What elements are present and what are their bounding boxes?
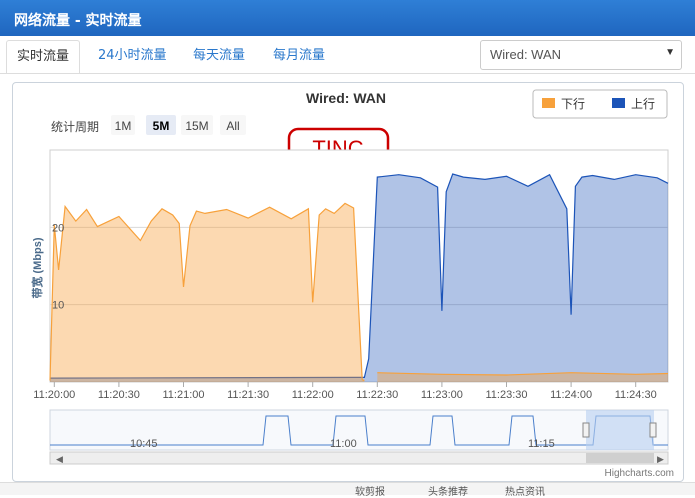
tab-24h[interactable]: 24小时流量 <box>98 48 167 63</box>
download-series-line <box>49 202 365 382</box>
legend-swatch-download <box>542 98 555 108</box>
range-button-5m-label: 5M <box>153 119 170 133</box>
range-button-5m[interactable]: 5M <box>146 115 176 135</box>
download-series-tail-fill <box>377 372 668 382</box>
footer-strip: 软剪报 头条推荐 热点资讯 <box>0 482 695 498</box>
navigator-handle-left[interactable] <box>582 422 590 438</box>
x-axis-ticks: 11:20:00 11:20:30 11:21:00 11:21:30 11:22:00… <box>33 382 657 401</box>
x-tick-label-4: 11:22:00 <box>292 389 334 401</box>
navigator-selection[interactable] <box>586 410 654 450</box>
footer-item-2[interactable]: 热点资讯 <box>505 487 545 498</box>
x-tick-label-0: 11:20:00 <box>33 389 75 401</box>
tab-bar: 实时流量 24小时流量 每天流量 每月流量 <box>0 36 695 74</box>
legend-swatch-upload <box>612 98 625 108</box>
y-tick-label-1: 20 <box>52 222 64 234</box>
traffic-chart: Wired: WAN 下行 上行 统计周期 1M 5M 15M All TINC… <box>30 89 674 479</box>
interface-select-value: Wired: WAN <box>490 47 562 62</box>
download-series-fill <box>50 203 365 382</box>
plot-area <box>49 149 669 383</box>
navigator-handle-right[interactable] <box>649 422 657 438</box>
tab-realtime[interactable]: 实时流量 <box>6 40 80 74</box>
scroll-left-arrow-icon[interactable]: ◀ <box>56 454 63 464</box>
x-tick-label-8: 11:24:00 <box>550 389 592 401</box>
navigator-tick-1: 11:00 <box>330 438 357 450</box>
tab-monthly[interactable]: 每月流量 <box>273 48 326 63</box>
x-tick-label-5: 11:22:30 <box>356 389 398 401</box>
navigator[interactable] <box>49 409 669 451</box>
title-bar: 网络流量 - 实时流量 <box>0 0 695 36</box>
legend-box <box>532 89 668 119</box>
upload-series-fill <box>50 174 668 382</box>
y-axis-label: 带宽 (Mbps) <box>30 237 44 298</box>
range-button-all[interactable]: All <box>220 115 246 135</box>
range-button-1m-label: 1M <box>115 119 132 133</box>
range-button-15m-label: 15M <box>185 119 208 133</box>
scroll-right-arrow-icon[interactable]: ▶ <box>657 454 664 464</box>
legend-label-upload[interactable]: 上行 <box>631 97 655 111</box>
x-tick-label-7: 11:23:30 <box>485 389 527 401</box>
scrollbar-track[interactable] <box>49 451 669 465</box>
credits-link[interactable]: Highcharts.com <box>605 468 674 479</box>
footer-item-1[interactable]: 头条推荐 <box>428 487 468 498</box>
x-tick-label-3: 11:21:30 <box>227 389 269 401</box>
chart-panel: Wired: WAN 下行 上行 统计周期 1M 5M 15M All TINC… <box>12 82 684 482</box>
range-selector-label: 统计周期 <box>51 120 99 134</box>
upload-series-line <box>49 173 669 379</box>
chart-title: Wired: WAN <box>306 90 386 106</box>
legend-label-download[interactable]: 下行 <box>561 97 585 111</box>
range-button-all-label: All <box>226 119 239 133</box>
navigator-tick-2: 11:15 <box>528 438 555 450</box>
x-tick-label-6: 11:23:00 <box>421 389 463 401</box>
x-tick-label-2: 11:21:00 <box>162 389 204 401</box>
interface-select[interactable]: Wired: WAN ▼ <box>480 40 682 70</box>
scrollbar-thumb[interactable] <box>586 453 654 463</box>
footer-item-0[interactable]: 软剪报 <box>355 487 385 498</box>
x-tick-label-9: 11:24:30 <box>615 389 657 401</box>
navigator-tick-0: 10:45 <box>130 438 158 450</box>
series-areas <box>49 173 669 382</box>
y-tick-label-0: 10 <box>52 300 64 312</box>
download-series-tail-line <box>377 372 669 376</box>
range-button-15m[interactable]: 15M <box>181 115 213 135</box>
tab-daily[interactable]: 每天流量 <box>193 48 246 63</box>
tab-divider <box>0 73 695 74</box>
x-tick-label-1: 11:20:30 <box>98 389 140 401</box>
range-button-1m[interactable]: 1M <box>111 115 135 135</box>
chevron-down-icon: ▼ <box>665 47 675 58</box>
window-title: 网络流量 - 实时流量 <box>14 13 142 29</box>
y-axis-ticks: 10 20 <box>52 222 64 311</box>
